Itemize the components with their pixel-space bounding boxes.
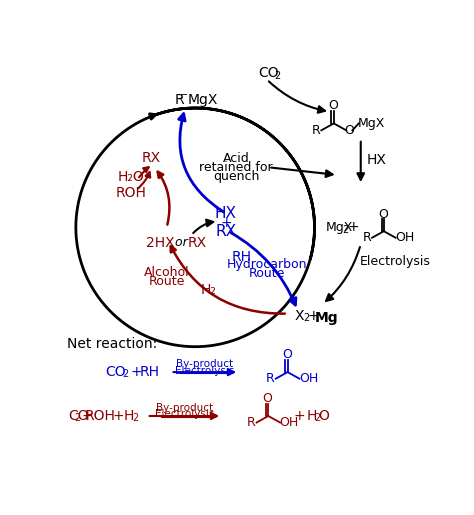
Text: HX: HX [215,206,237,221]
Text: OH: OH [395,231,414,244]
Text: O: O [319,409,329,423]
Text: By-product: By-product [156,403,213,413]
Text: 2: 2 [342,225,348,235]
Text: OH: OH [299,372,318,385]
Text: RX: RX [215,225,237,239]
Text: RX: RX [187,236,206,250]
Text: H: H [306,409,317,423]
Text: ROH: ROH [116,186,147,200]
Text: MgX: MgX [188,93,218,107]
Text: Route: Route [248,267,285,280]
Text: +: + [130,365,142,379]
Text: O: O [328,99,338,112]
Text: 2: 2 [314,414,321,423]
Text: O: O [263,392,273,405]
Text: retained for: retained for [199,161,273,174]
Text: Net reaction:: Net reaction: [66,337,157,351]
Text: H₂O: H₂O [118,170,145,184]
Text: RH: RH [231,250,251,264]
Text: R: R [175,93,184,107]
Text: H₂: H₂ [201,283,216,298]
Text: RX: RX [142,151,161,165]
Text: O: O [345,124,354,137]
Text: R: R [362,231,371,244]
Text: 2: 2 [132,414,138,423]
Text: CO: CO [258,66,279,80]
Text: 2HX: 2HX [146,236,175,250]
Text: R: R [311,124,320,137]
Text: 2: 2 [303,313,309,323]
Text: H: H [124,409,134,423]
Text: Electrolysis: Electrolysis [175,366,234,375]
Text: Route: Route [148,274,185,288]
Text: +: + [112,409,124,423]
Text: MgX: MgX [326,221,354,234]
Text: X: X [294,309,304,323]
Text: +: + [82,409,93,423]
Text: MgX: MgX [357,117,385,130]
Text: By-product: By-product [176,358,233,369]
Text: Electrolysis: Electrolysis [155,409,214,419]
Text: CO: CO [106,365,126,379]
Text: or: or [171,236,191,249]
Text: +: + [293,409,305,423]
Text: O: O [378,208,388,220]
Text: CO: CO [68,409,89,423]
Text: 2: 2 [122,369,128,380]
Text: R: R [266,372,275,385]
Text: Mg: Mg [314,311,338,325]
Text: 2: 2 [274,71,281,81]
Text: OH: OH [280,416,299,429]
Text: +: + [307,309,319,323]
Text: +: + [220,216,232,230]
Text: HX: HX [366,152,386,166]
Text: Acid: Acid [223,151,249,165]
Text: Hydrocarbon: Hydrocarbon [227,258,307,271]
Text: Alcohol: Alcohol [144,266,190,279]
Text: −: − [180,90,188,100]
Text: R: R [247,416,255,429]
Text: 2: 2 [74,414,81,423]
Text: quench: quench [213,170,259,183]
Text: Electrolysis: Electrolysis [360,255,431,268]
Text: ROH: ROH [85,409,116,423]
Text: +: + [347,220,359,234]
Text: RH: RH [140,365,160,379]
Text: O: O [282,349,292,362]
